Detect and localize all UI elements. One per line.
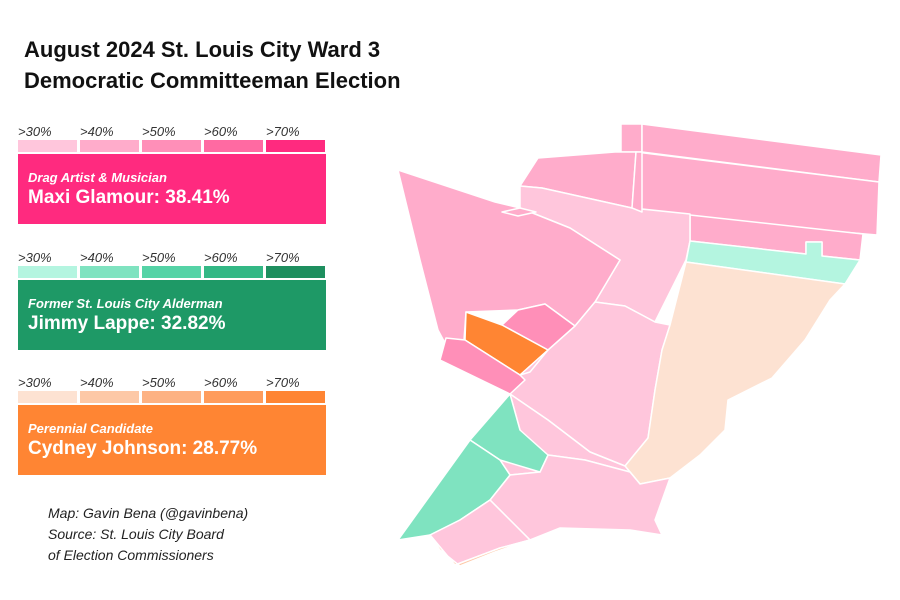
candidate-box: Former St. Louis City Alderman Jimmy Lap… [18, 280, 326, 350]
legend-maxi-glamour: >30% >40% >50% >60% >70% Drag Artist & M… [18, 124, 326, 224]
swatch-60 [204, 266, 263, 278]
legend-jimmy-lappe: >30% >40% >50% >60% >70% Former St. Loui… [18, 250, 326, 350]
candidate-box: Perennial Candidate Cydney Johnson: 28.7… [18, 405, 326, 475]
swatch-60 [204, 391, 263, 403]
credit-source-line-2: of Election Commissioners [48, 547, 214, 563]
scale-label-50: >50% [142, 124, 176, 139]
map-title-line-1: August 2024 St. Louis City Ward 3 [24, 37, 381, 62]
candidate-role: Perennial Candidate [28, 421, 153, 436]
scale-label-70: >70% [266, 375, 300, 390]
credit-source-line-1: Source: St. Louis City Board [48, 526, 224, 542]
swatch-30 [18, 140, 77, 152]
precinct [624, 261, 846, 485]
candidate-role: Drag Artist & Musician [28, 170, 167, 185]
candidate-role: Former St. Louis City Alderman [28, 296, 223, 311]
swatch-50 [142, 140, 201, 152]
scale-label-70: >70% [266, 124, 300, 139]
map-title: August 2024 St. Louis City Ward 3 Democr… [24, 34, 401, 96]
scale-label-30: >30% [18, 375, 52, 390]
scale-label-30: >30% [18, 124, 52, 139]
precinct [439, 337, 526, 395]
scale-label-60: >60% [204, 250, 238, 265]
scale-label-30: >30% [18, 250, 52, 265]
swatch-70 [266, 140, 325, 152]
scale-label-50: >50% [142, 375, 176, 390]
precinct [631, 151, 643, 213]
precinct [519, 325, 576, 376]
swatch-70 [266, 266, 325, 278]
legend-scale-labels: >30% >40% >50% >60% >70% [18, 124, 326, 140]
swatch-50 [142, 391, 201, 403]
candidate-name-result: Maxi Glamour: 38.41% [28, 187, 230, 208]
credit-author: Map: Gavin Bena (@gavinbena) [48, 505, 249, 521]
candidate-name-result: Jimmy Lappe: 32.82% [28, 313, 226, 334]
legend-swatches [18, 391, 326, 403]
legend-scale-labels: >30% >40% >50% >60% >70% [18, 375, 326, 391]
swatch-30 [18, 266, 77, 278]
swatch-40 [80, 391, 139, 403]
scale-label-60: >60% [204, 375, 238, 390]
candidate-name-result: Cydney Johnson: 28.77% [28, 438, 258, 459]
scale-label-70: >70% [266, 250, 300, 265]
swatch-40 [80, 266, 139, 278]
map-title-line-2: Democratic Committeeman Election [24, 68, 401, 93]
map-credit: Map: Gavin Bena (@gavinbena) Source: St.… [48, 503, 248, 566]
legend-swatches [18, 266, 326, 278]
legend-scale-labels: >30% >40% >50% >60% >70% [18, 250, 326, 266]
scale-label-60: >60% [204, 124, 238, 139]
scale-label-40: >40% [80, 124, 114, 139]
legend-swatches [18, 140, 326, 152]
swatch-30 [18, 391, 77, 403]
precinct [429, 534, 531, 567]
candidate-box: Drag Artist & Musician Maxi Glamour: 38.… [18, 154, 326, 224]
precinct [620, 123, 643, 153]
swatch-70 [266, 391, 325, 403]
swatch-50 [142, 266, 201, 278]
swatch-60 [204, 140, 263, 152]
scale-label-50: >50% [142, 250, 176, 265]
swatch-40 [80, 140, 139, 152]
precinct [501, 207, 537, 217]
scale-label-40: >40% [80, 250, 114, 265]
legend-cydney-johnson: >30% >40% >50% >60% >70% Perennial Candi… [18, 375, 326, 475]
scale-label-40: >40% [80, 375, 114, 390]
